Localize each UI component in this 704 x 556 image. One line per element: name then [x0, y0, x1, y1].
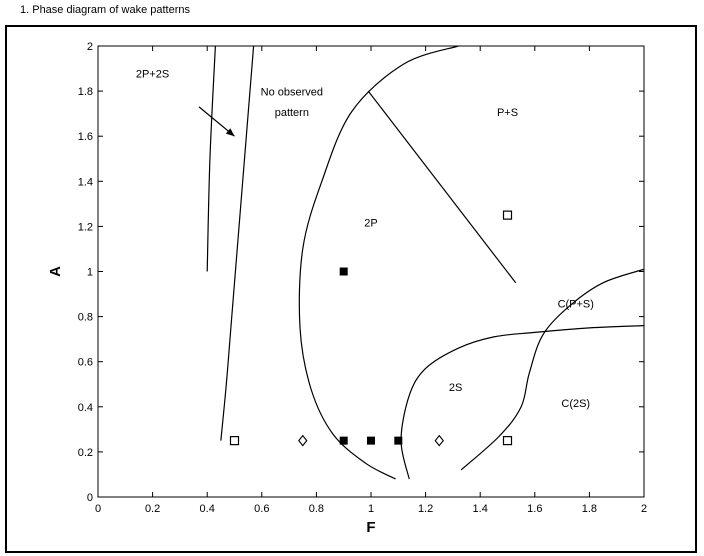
x-axis-ticks: 0 0.2 0.4 0.6 0.8 1 1.2 1.4 1.6 1.8 2 [95, 46, 647, 515]
y-tick-label: 1.2 [78, 221, 93, 233]
phase-boundaries [206, 45, 645, 480]
x-tick-label: 2 [641, 503, 647, 515]
open-square-point [502, 436, 513, 446]
x-tick-label: 0.4 [200, 503, 215, 515]
x-tick-label: 1 [368, 503, 374, 515]
x-tick-label: 0.8 [309, 503, 324, 515]
region-label: C(P+S) [558, 299, 594, 311]
y-tick-label: 0.8 [78, 312, 93, 324]
region-label: No observed [261, 87, 323, 99]
open-diamond-point [298, 434, 308, 447]
boundary-2p-boundary [298, 45, 459, 480]
y-tick-label: 1.8 [78, 86, 93, 98]
y-tick-label: 1.6 [78, 131, 93, 143]
filled-square-point [339, 267, 348, 276]
y-axis-title: A [47, 266, 64, 277]
x-tick-label: 1.8 [582, 503, 597, 515]
open-square-point [229, 436, 240, 446]
filled-square-point [339, 436, 348, 445]
x-tick-label: 0.6 [254, 503, 269, 515]
y-tick-label: 1.4 [78, 176, 93, 188]
x-tick-label: 1.4 [473, 503, 488, 515]
region-label: P+S [497, 107, 518, 119]
y-tick-label: 0.4 [78, 402, 93, 414]
filled-square-point [367, 436, 375, 445]
open-square-point [502, 210, 513, 220]
boundary-left-line [206, 45, 216, 272]
region-label: C(2S) [561, 398, 590, 410]
outer-figure-border [5, 25, 697, 553]
boundary-second-line [220, 45, 255, 441]
x-tick-label: 1.2 [418, 503, 433, 515]
plot-area-border [97, 45, 645, 498]
top-caption: 1. Phase diagram of wake patterns [20, 4, 190, 16]
boundary-upper-right-boundary [460, 268, 645, 471]
x-tick-label: 0.2 [145, 503, 160, 515]
region-label: 2P [364, 217, 377, 229]
y-axis-ticks: 0 0.2 0.4 0.6 0.8 1 1.2 1.4 1.6 1.8 2 [78, 41, 644, 504]
y-tick-label: 2 [87, 41, 93, 53]
region-label: 2P+2S [136, 69, 169, 81]
x-axis-title: F [366, 519, 375, 536]
x-tick-label: 1.6 [527, 503, 542, 515]
filled-square-point [394, 436, 403, 445]
region-label: pattern [275, 107, 309, 119]
boundary-2s-left-boundary [400, 325, 645, 480]
region-labels: 2P+2S No observed pattern P+S 2P C(P+S) 2S C(2S… [136, 69, 594, 410]
region-label: 2S [449, 382, 462, 394]
y-tick-label: 0.2 [78, 447, 93, 459]
data-points [229, 210, 513, 447]
annotation-arrow-layer [198, 106, 235, 137]
x-tick-label: 0 [95, 503, 101, 515]
annotation-arrow-head [225, 128, 235, 137]
open-diamond-point [434, 434, 444, 447]
boundary-diagonal-divider [367, 90, 517, 284]
y-tick-label: 0 [87, 492, 93, 504]
y-tick-label: 0.6 [78, 357, 93, 369]
y-tick-label: 1 [87, 267, 93, 279]
